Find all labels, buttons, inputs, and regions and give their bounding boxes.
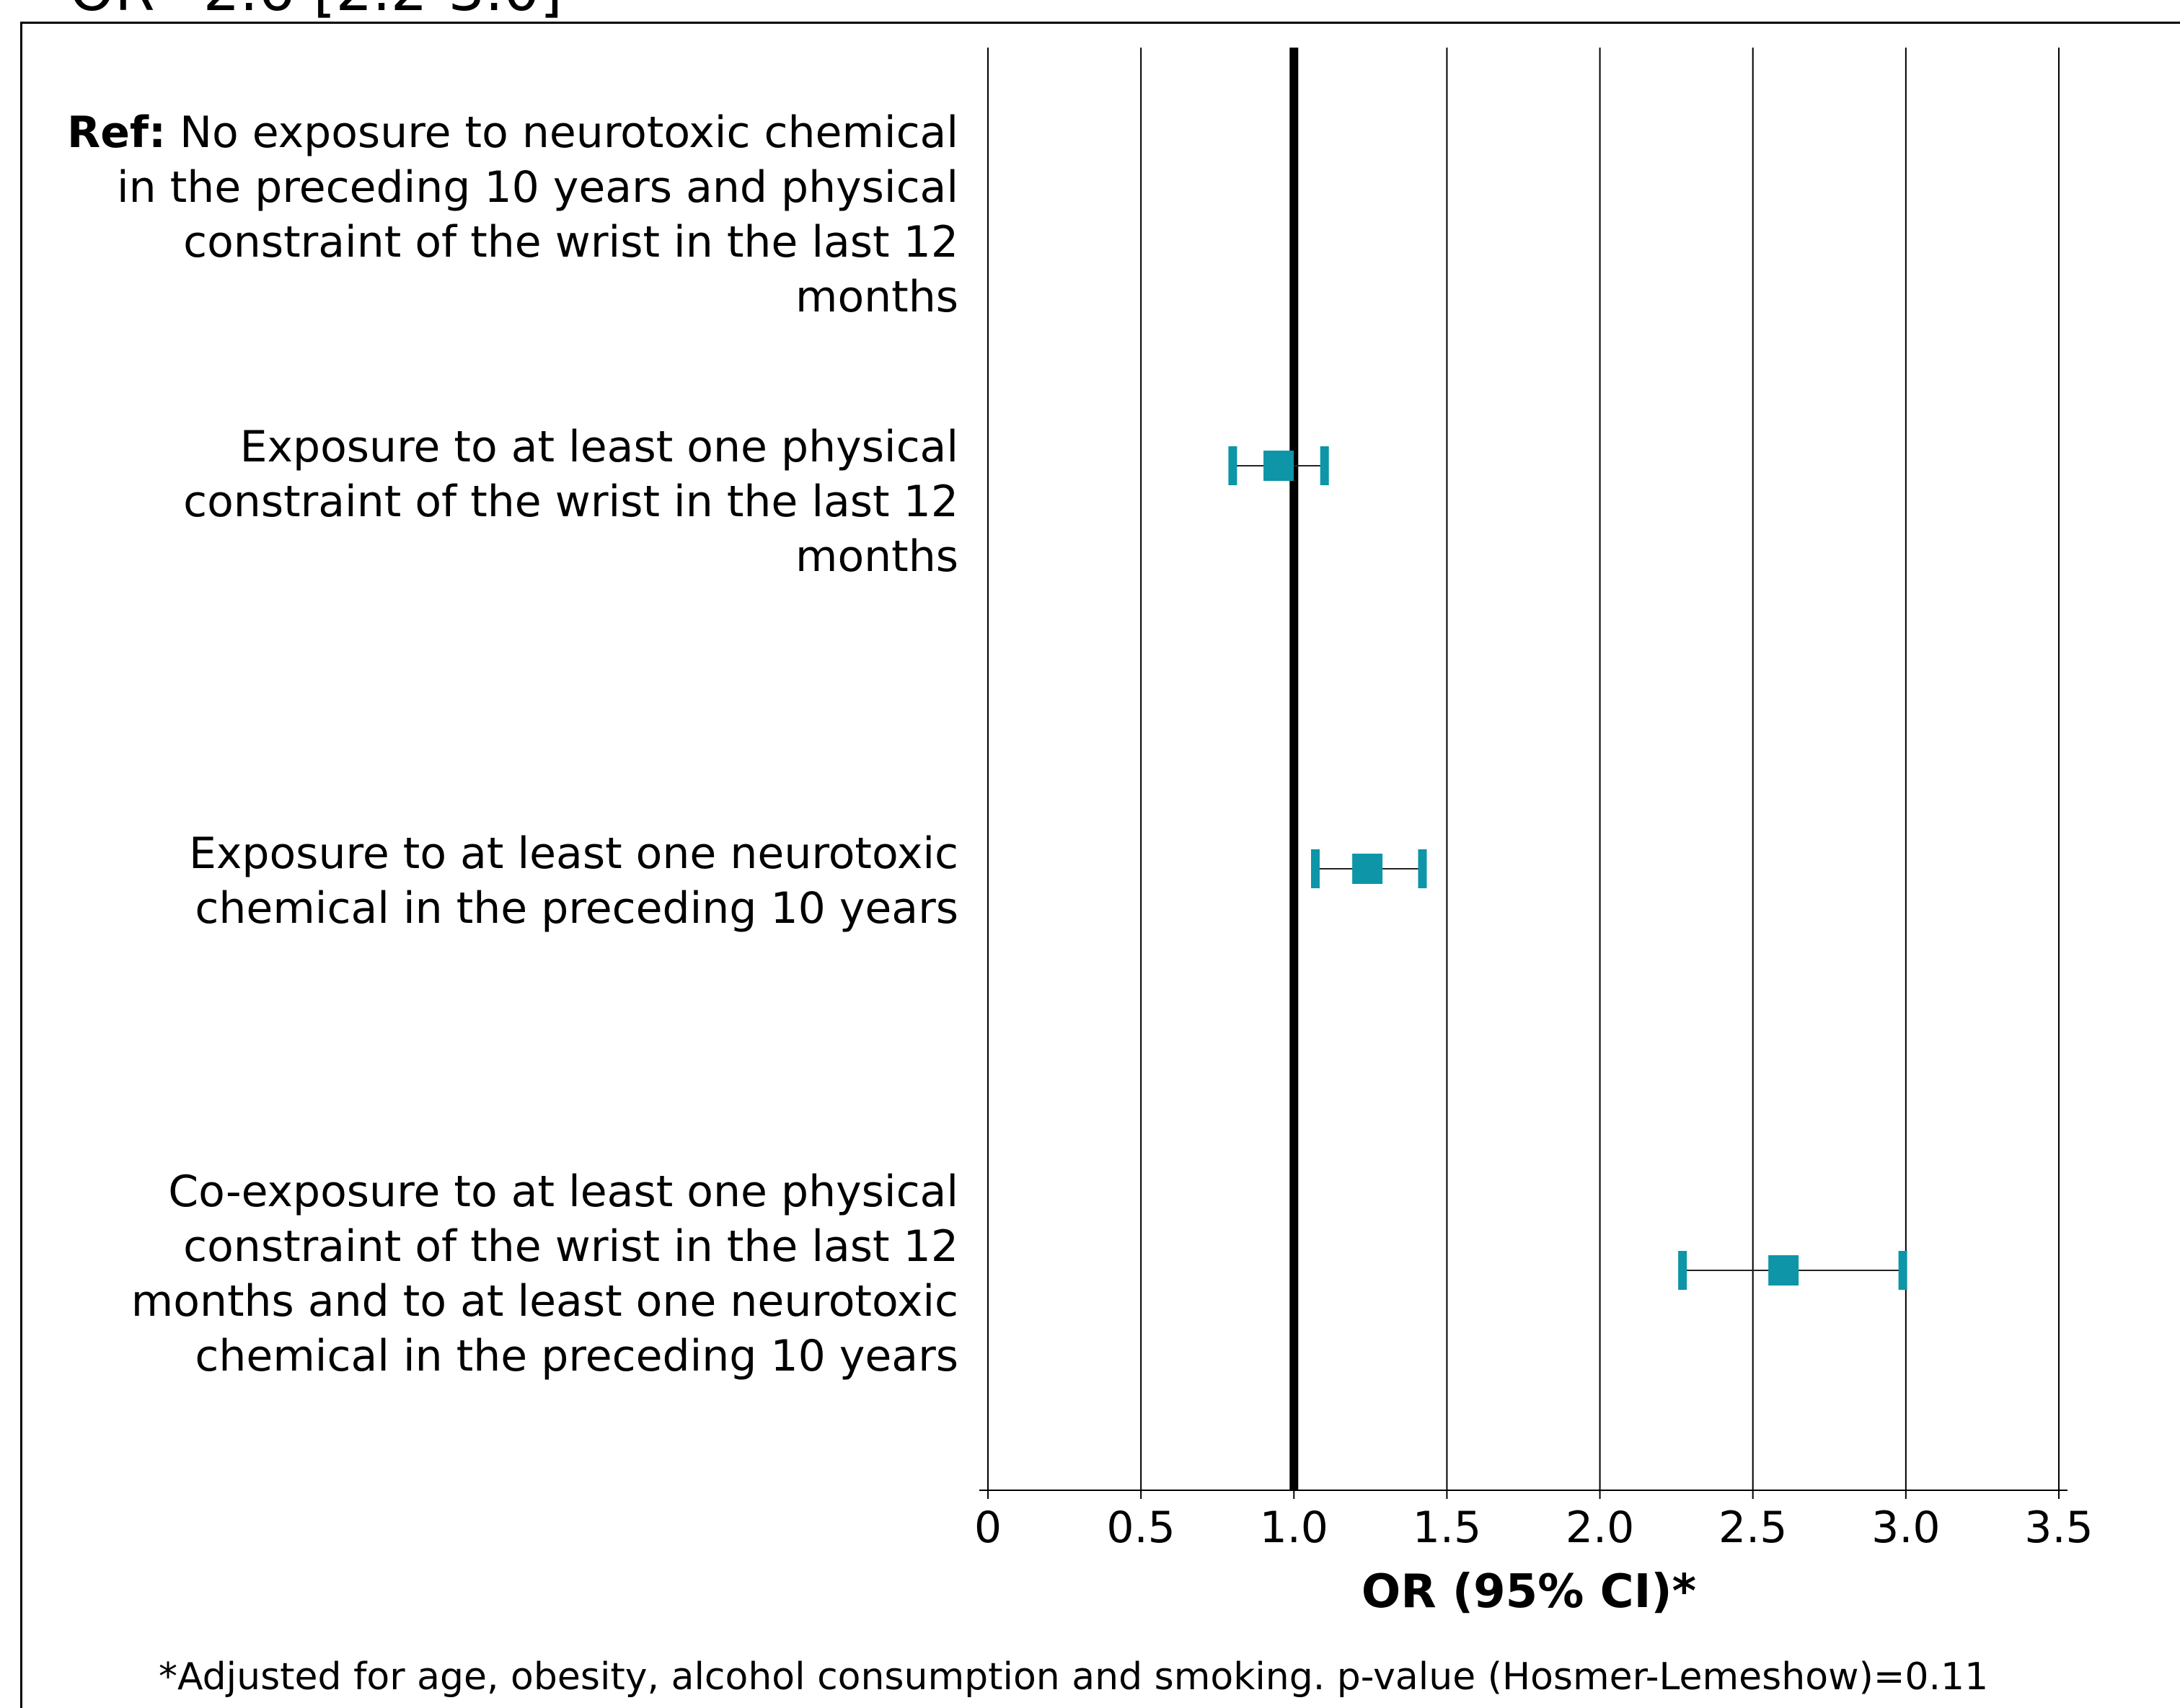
row-label-wrist: Exposure to at least one physical constr… — [21, 420, 958, 584]
row-label-coexposure: Co-exposure to at least one physical con… — [122, 1164, 958, 1384]
x-tick-label: 0.5 — [1106, 1503, 1175, 1553]
x-tick-label: 1.5 — [1413, 1503, 1481, 1553]
ref-prefix: Ref: — [67, 107, 167, 158]
ci-lower-cap — [1310, 849, 1320, 888]
ci-upper-cap — [1898, 1251, 1907, 1290]
x-tick-label: 1.0 — [1260, 1503, 1328, 1553]
row-label-text: Exposure to at least one physical constr… — [183, 422, 958, 582]
ci-lower-cap — [1678, 1251, 1687, 1290]
x-tick-label: 0 — [974, 1503, 1002, 1553]
x-tick-label: 3.5 — [2024, 1503, 2093, 1553]
x-axis-title: OR (95% CI)* — [1362, 1565, 1696, 1619]
ci-lower-cap — [1228, 446, 1237, 485]
or-point-marker — [1263, 451, 1294, 481]
ci-upper-cap — [1418, 849, 1427, 888]
or-point-marker — [1768, 1255, 1799, 1286]
x-tick-label: 2.0 — [1566, 1503, 1634, 1553]
x-tick-label: 3.0 — [1871, 1503, 1940, 1553]
row-label-text: Co-exposure to at least one physical con… — [131, 1167, 958, 1381]
or-point-marker — [1352, 854, 1383, 884]
row-label-text: Exposure to at least one neurotoxic chem… — [188, 828, 958, 934]
x-tick-label: 2.5 — [1718, 1503, 1787, 1553]
figure-frame — [20, 22, 2180, 1708]
cropped-header-text: OR=2.6 [2.2-3.0] — [69, 0, 562, 24]
footnote: *Adjusted for age, obesity, alcohol cons… — [159, 1655, 1989, 1699]
row-label-text: No exposure to neurotoxic chemical in th… — [116, 107, 958, 322]
row-label-reference: Ref: No exposure to neurotoxic chemical … — [21, 105, 958, 324]
ci-upper-cap — [1320, 446, 1329, 485]
row-label-chemical: Exposure to at least one neurotoxic chem… — [165, 826, 958, 936]
